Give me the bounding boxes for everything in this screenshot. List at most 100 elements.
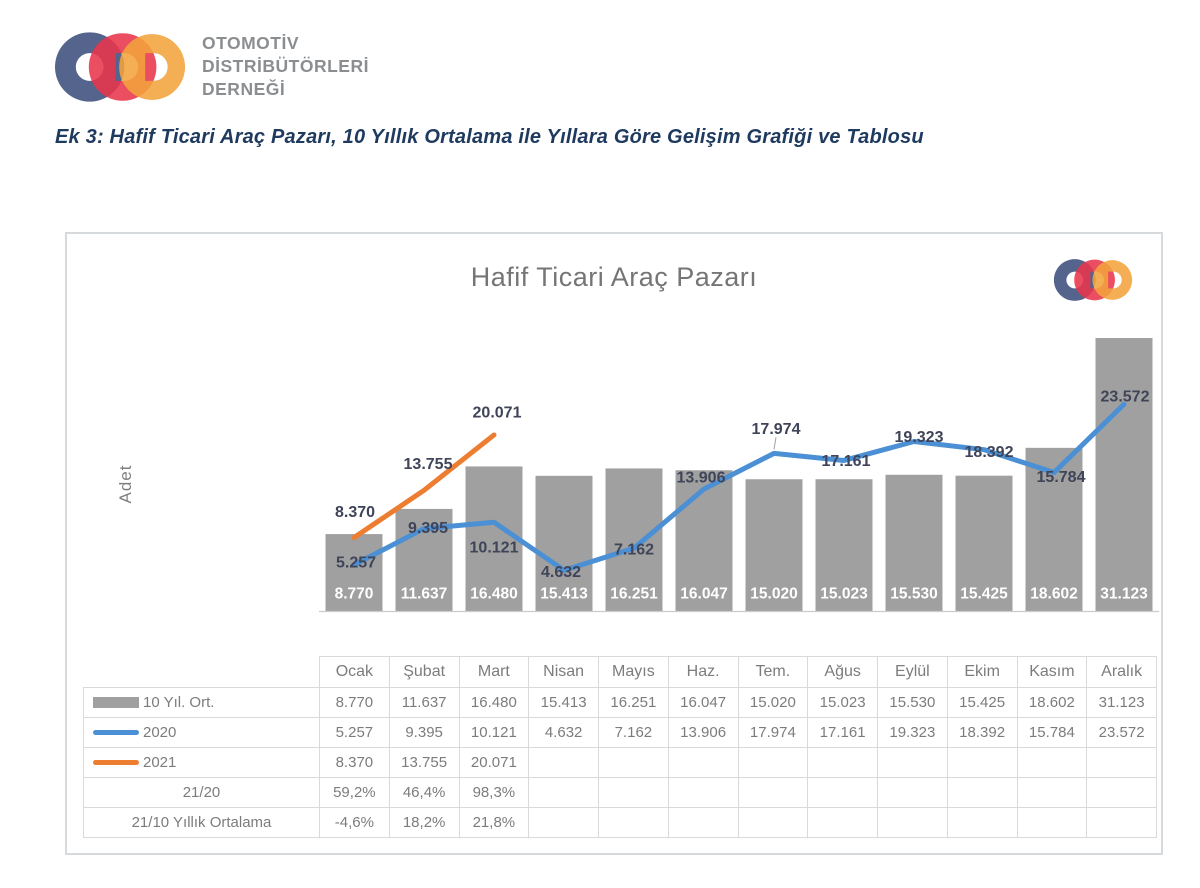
table-cell-21/20-Ocak: 59,2% bbox=[319, 777, 390, 808]
table-cell-21/20-Haz. bbox=[667, 777, 739, 808]
table-row-21/20: 21/20 59,2% 46,4% 98,3% bbox=[83, 777, 1157, 808]
table-cell-21/20-Nisan bbox=[528, 777, 599, 808]
legend-swatch-line-2020 bbox=[93, 730, 139, 735]
table-cell-10 Yıl. Ort.-Tem.: 15.020 bbox=[737, 687, 809, 718]
data-label-2020-Nisan: 4.632 bbox=[541, 564, 581, 581]
table-cell-2020-Aralık: 23.572 bbox=[1086, 717, 1157, 748]
table-cell-10 Yıl. Ort.-Aralık: 31.123 bbox=[1086, 687, 1157, 718]
table-row-2021: 2021 8.370 13.755 20.071 bbox=[83, 747, 1157, 778]
data-table: Ocak Şubat Mart Nisan Mayıs Haz. Tem. Ağus Eylül… bbox=[83, 656, 1157, 838]
table-cell-21/10 Yıllık Ortalama-Mart: 21,8% bbox=[458, 807, 530, 838]
bar-label-Mayıs: 16.251 bbox=[610, 586, 658, 603]
org-name-line1: OTOMOTİV bbox=[202, 33, 300, 53]
table-cell-2021-Ekim bbox=[946, 747, 1018, 778]
bar-label-Şubat: 11.637 bbox=[401, 586, 448, 603]
table-cell-10 Yıl. Ort.-Ocak: 8.770 bbox=[319, 687, 390, 718]
table-cell-10 Yıl. Ort.-Şubat: 11.637 bbox=[388, 687, 460, 718]
table-cell-2021-Haz. bbox=[667, 747, 739, 778]
table-cell-21/20-Mart: 98,3% bbox=[458, 777, 530, 808]
legend-cell: 10 Yıl. Ort. bbox=[83, 687, 320, 718]
table-cell-21/20-Şubat: 46,4% bbox=[388, 777, 460, 808]
bar-label-Ağus: 15.023 bbox=[820, 586, 868, 603]
data-label-2020-Ekim: 18.392 bbox=[965, 444, 1014, 461]
bar-label-Tem.: 15.020 bbox=[750, 586, 797, 603]
table-cell-10 Yıl. Ort.-Haz.: 16.047 bbox=[667, 687, 739, 718]
table-corner-cell bbox=[83, 656, 320, 688]
document-title: Ek 3: Hafif Ticari Araç Pazarı, 10 Yıllı… bbox=[55, 126, 924, 148]
column-header-Haz.: Haz. bbox=[667, 656, 739, 688]
table-row-21/10 Yıllık Ortalama: 21/10 Yıllık Ortalama -4,6% 18,2% 21,8% bbox=[83, 807, 1157, 838]
bar-label-Ekim: 15.425 bbox=[960, 586, 1008, 603]
table-cell-21/10 Yıllık Ortalama-Mayıs bbox=[598, 807, 669, 838]
logo-letter-d2 bbox=[119, 34, 185, 100]
org-name-line3: DERNEĞİ bbox=[202, 79, 286, 99]
table-cell-2020-Nisan: 4.632 bbox=[528, 717, 599, 748]
legend-cell: 21/10 Yıllık Ortalama bbox=[83, 807, 320, 838]
bar-label-Nisan: 15.413 bbox=[540, 586, 588, 603]
table-cell-10 Yıl. Ort.-Mart: 16.480 bbox=[458, 687, 530, 718]
table-cell-21/20-Ekim bbox=[946, 777, 1018, 808]
table-cell-2021-Mayıs bbox=[598, 747, 669, 778]
legend-label: 2021 bbox=[143, 754, 177, 771]
data-label-2021-Ocak: 8.370 bbox=[335, 504, 375, 521]
logo-letter-d2 bbox=[1092, 260, 1133, 300]
table-cell-21/20-Mayıs bbox=[598, 777, 669, 808]
data-label-2020-Mart: 10.121 bbox=[470, 540, 519, 557]
legend-label: 2020 bbox=[143, 724, 177, 741]
table-cell-2021-Nisan bbox=[528, 747, 599, 778]
bar-label-Ocak: 8.770 bbox=[335, 586, 374, 603]
table-cell-21/10 Yıllık Ortalama-Haz. bbox=[667, 807, 739, 838]
bar-Ocak bbox=[325, 534, 383, 611]
legend-cell: 2020 bbox=[83, 717, 320, 748]
chart-panel: Hafif Ticari Araç Pazarı Adet 5.257 9.395… bbox=[65, 232, 1163, 855]
table-cell-21/10 Yıllık Ortalama-Aralık bbox=[1086, 807, 1157, 838]
data-label-2020-Ağus: 17.161 bbox=[822, 453, 871, 470]
table-cell-21/10 Yıllık Ortalama-Şubat: 18,2% bbox=[388, 807, 460, 838]
table-cell-2021-Aralık bbox=[1086, 747, 1157, 778]
legend-label: 10 Yıl. Ort. bbox=[143, 694, 215, 711]
column-header-Ağus: Ağus bbox=[807, 656, 878, 688]
bar-Haz. bbox=[675, 470, 733, 611]
table-cell-21/10 Yıllık Ortalama-Tem. bbox=[737, 807, 809, 838]
column-header-Şubat: Şubat bbox=[388, 656, 460, 688]
column-header-Mayıs: Mayıs bbox=[598, 656, 669, 688]
table-cell-2020-Mart: 10.121 bbox=[458, 717, 530, 748]
table-cell-21/20-Aralık bbox=[1086, 777, 1157, 808]
table-cell-10 Yıl. Ort.-Nisan: 15.413 bbox=[528, 687, 599, 718]
bar-Mayıs bbox=[605, 468, 663, 611]
data-label-2020-Kasım: 15.784 bbox=[1037, 469, 1086, 486]
column-header-Ocak: Ocak bbox=[319, 656, 390, 688]
data-label-2020-Haz.: 13.906 bbox=[677, 470, 726, 487]
legend-swatch-line-2021 bbox=[93, 760, 139, 765]
legend-label: 21/20 bbox=[182, 784, 221, 801]
chart-canvas: 5.257 9.395 10.121 4.632 7.162 13.906 17.974 17… bbox=[319, 338, 1159, 613]
data-label-2020-Aralık: 23.572 bbox=[1101, 389, 1150, 406]
table-cell-2021-Eylül bbox=[877, 747, 948, 778]
line-2020 bbox=[351, 401, 1127, 573]
column-header-Eylül: Eylül bbox=[877, 656, 948, 688]
table-cell-21/10 Yıllık Ortalama-Kasım bbox=[1016, 807, 1088, 838]
table-cell-10 Yıl. Ort.-Mayıs: 16.251 bbox=[598, 687, 669, 718]
legend-label: 21/10 Yıllık Ortalama bbox=[131, 814, 272, 831]
table-cell-2020-Tem.: 17.974 bbox=[737, 717, 809, 748]
legend-cell: 2021 bbox=[83, 747, 320, 778]
table-cell-21/10 Yıllık Ortalama-Ocak: -4,6% bbox=[319, 807, 390, 838]
line-2021 bbox=[351, 432, 497, 541]
bar-label-Eylül: 15.530 bbox=[890, 586, 937, 603]
org-name: OTOMOTİV DİSTRİBÜTÖRLERİ DERNEĞİ bbox=[202, 32, 369, 101]
data-table-wrapper: Ocak Şubat Mart Nisan Mayıs Haz. Tem. Ağus Eylül… bbox=[83, 656, 1157, 838]
table-cell-2021-Ocak: 8.370 bbox=[319, 747, 390, 778]
table-cell-21/10 Yıllık Ortalama-Ekim bbox=[946, 807, 1018, 838]
bar-label-Mart: 16.480 bbox=[470, 586, 517, 603]
data-label-2020-Mayıs: 7.162 bbox=[614, 542, 654, 559]
table-cell-10 Yıl. Ort.-Kasım: 18.602 bbox=[1016, 687, 1088, 718]
data-label-2020-Eylül: 19.323 bbox=[895, 429, 944, 446]
table-cell-2020-Ağus: 17.161 bbox=[807, 717, 878, 748]
table-cell-2020-Ocak: 5.257 bbox=[319, 717, 390, 748]
org-name-line2: DİSTRİBÜTÖRLERİ bbox=[202, 56, 369, 76]
data-label-2021-Mart: 20.071 bbox=[473, 404, 522, 421]
column-header-Mart: Mart bbox=[458, 656, 530, 688]
table-cell-21/20-Eylül bbox=[877, 777, 948, 808]
bar-Mart bbox=[465, 466, 523, 611]
